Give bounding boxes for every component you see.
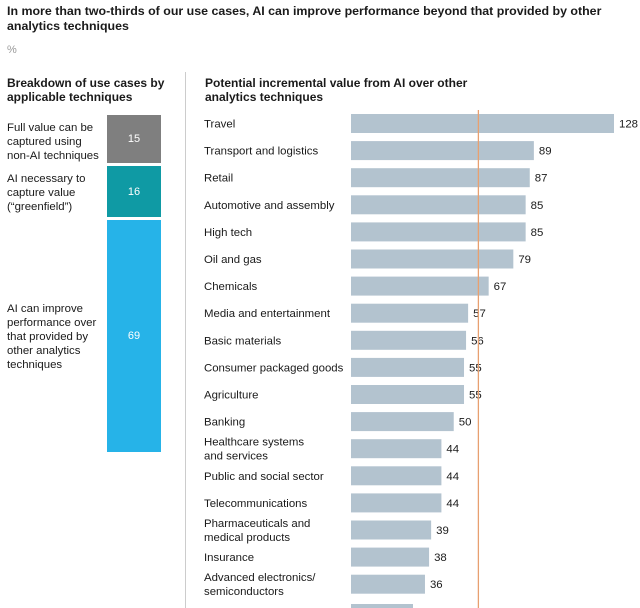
bar xyxy=(351,141,534,161)
category-label: Telecommunications xyxy=(204,498,307,510)
category-label: Chemicals xyxy=(204,281,257,293)
stacked-segment-value: 69 xyxy=(127,330,141,342)
category-label: Media and entertainment xyxy=(204,308,331,320)
bar-value-label: 89 xyxy=(539,146,552,158)
bar xyxy=(351,114,614,133)
category-label: semiconductors xyxy=(204,586,284,598)
bar-value-label: 128 xyxy=(619,119,638,131)
stacked-segment-ai-improve: 69 xyxy=(107,220,161,452)
bar xyxy=(351,168,530,188)
bar-value-label: 36 xyxy=(430,579,443,591)
bar xyxy=(351,249,514,269)
chart-title: In more than two-thirds of our use cases… xyxy=(7,4,602,33)
bar xyxy=(351,493,442,513)
category-label: Agriculture xyxy=(204,390,258,402)
bar-value-label: 87 xyxy=(535,173,548,185)
stacked-segment-greenfield: 16 xyxy=(107,166,161,217)
category-label: Oil and gas xyxy=(204,254,262,266)
bar xyxy=(351,195,526,215)
bar-value-label: 50 xyxy=(459,417,472,429)
stacked-segment-value: 15 xyxy=(127,133,141,145)
unit-label: % xyxy=(7,44,17,56)
category-label: and services xyxy=(204,451,268,463)
bar xyxy=(351,357,465,377)
category-label: Public and social sector xyxy=(204,471,324,483)
bar xyxy=(351,303,469,323)
bar-cutoff xyxy=(351,604,413,608)
category-label: Pharmaceuticals and xyxy=(204,518,310,530)
bar-value-label: 85 xyxy=(531,200,544,212)
category-label: High tech xyxy=(204,227,252,239)
category-label: Healthcare systems xyxy=(204,437,304,449)
category-label: Travel xyxy=(204,119,235,131)
stacked-segment-value: 16 xyxy=(127,185,141,198)
category-label: Transport and logistics xyxy=(204,146,318,158)
segment-label-non-ai: Full value can be captured using non-AI … xyxy=(7,122,99,162)
bar-value-label: 55 xyxy=(469,390,482,402)
bar xyxy=(351,547,430,567)
bar xyxy=(351,222,526,242)
category-label: Basic materials xyxy=(204,335,282,347)
bar xyxy=(351,439,442,459)
category-label: medical products xyxy=(204,532,290,544)
bar-value-label: 85 xyxy=(531,227,544,239)
bar-value-label: 44 xyxy=(446,444,459,456)
category-label: Banking xyxy=(204,417,245,429)
segment-label-ai-improve: AI can improve performance over that pro… xyxy=(7,303,97,371)
bar-value-label: 56 xyxy=(471,335,484,347)
bar-value-label: 38 xyxy=(434,552,447,564)
bar-value-label: 57 xyxy=(473,308,486,320)
bar-value-label: 44 xyxy=(446,471,459,483)
category-label: Insurance xyxy=(204,552,254,564)
bar xyxy=(351,466,442,486)
stacked-segment-non-ai: 15 xyxy=(107,115,161,163)
segment-label-greenfield: AI necessary to capture value (“greenfie… xyxy=(7,173,86,213)
category-label: Retail xyxy=(204,173,233,185)
bar-value-label: 39 xyxy=(436,525,449,537)
category-label: Consumer packaged goods xyxy=(204,362,344,374)
category-label: Automotive and assembly xyxy=(204,200,335,212)
bar xyxy=(351,412,454,432)
right-panel-heading: Potential incremental value from AI over… xyxy=(205,76,468,104)
bar-value-label: 55 xyxy=(469,362,482,374)
bar-value-label: 67 xyxy=(494,281,507,293)
bar xyxy=(351,330,467,350)
panel-divider xyxy=(185,72,186,608)
bar xyxy=(351,385,465,404)
bar xyxy=(351,520,432,540)
bar-value-label: 79 xyxy=(518,254,531,266)
bar xyxy=(351,574,425,594)
category-label: Advanced electronics/ xyxy=(204,572,316,584)
bar xyxy=(351,276,489,296)
bar-value-label: 44 xyxy=(446,498,459,510)
left-panel-heading: Breakdown of use cases by applicable tec… xyxy=(7,76,165,104)
